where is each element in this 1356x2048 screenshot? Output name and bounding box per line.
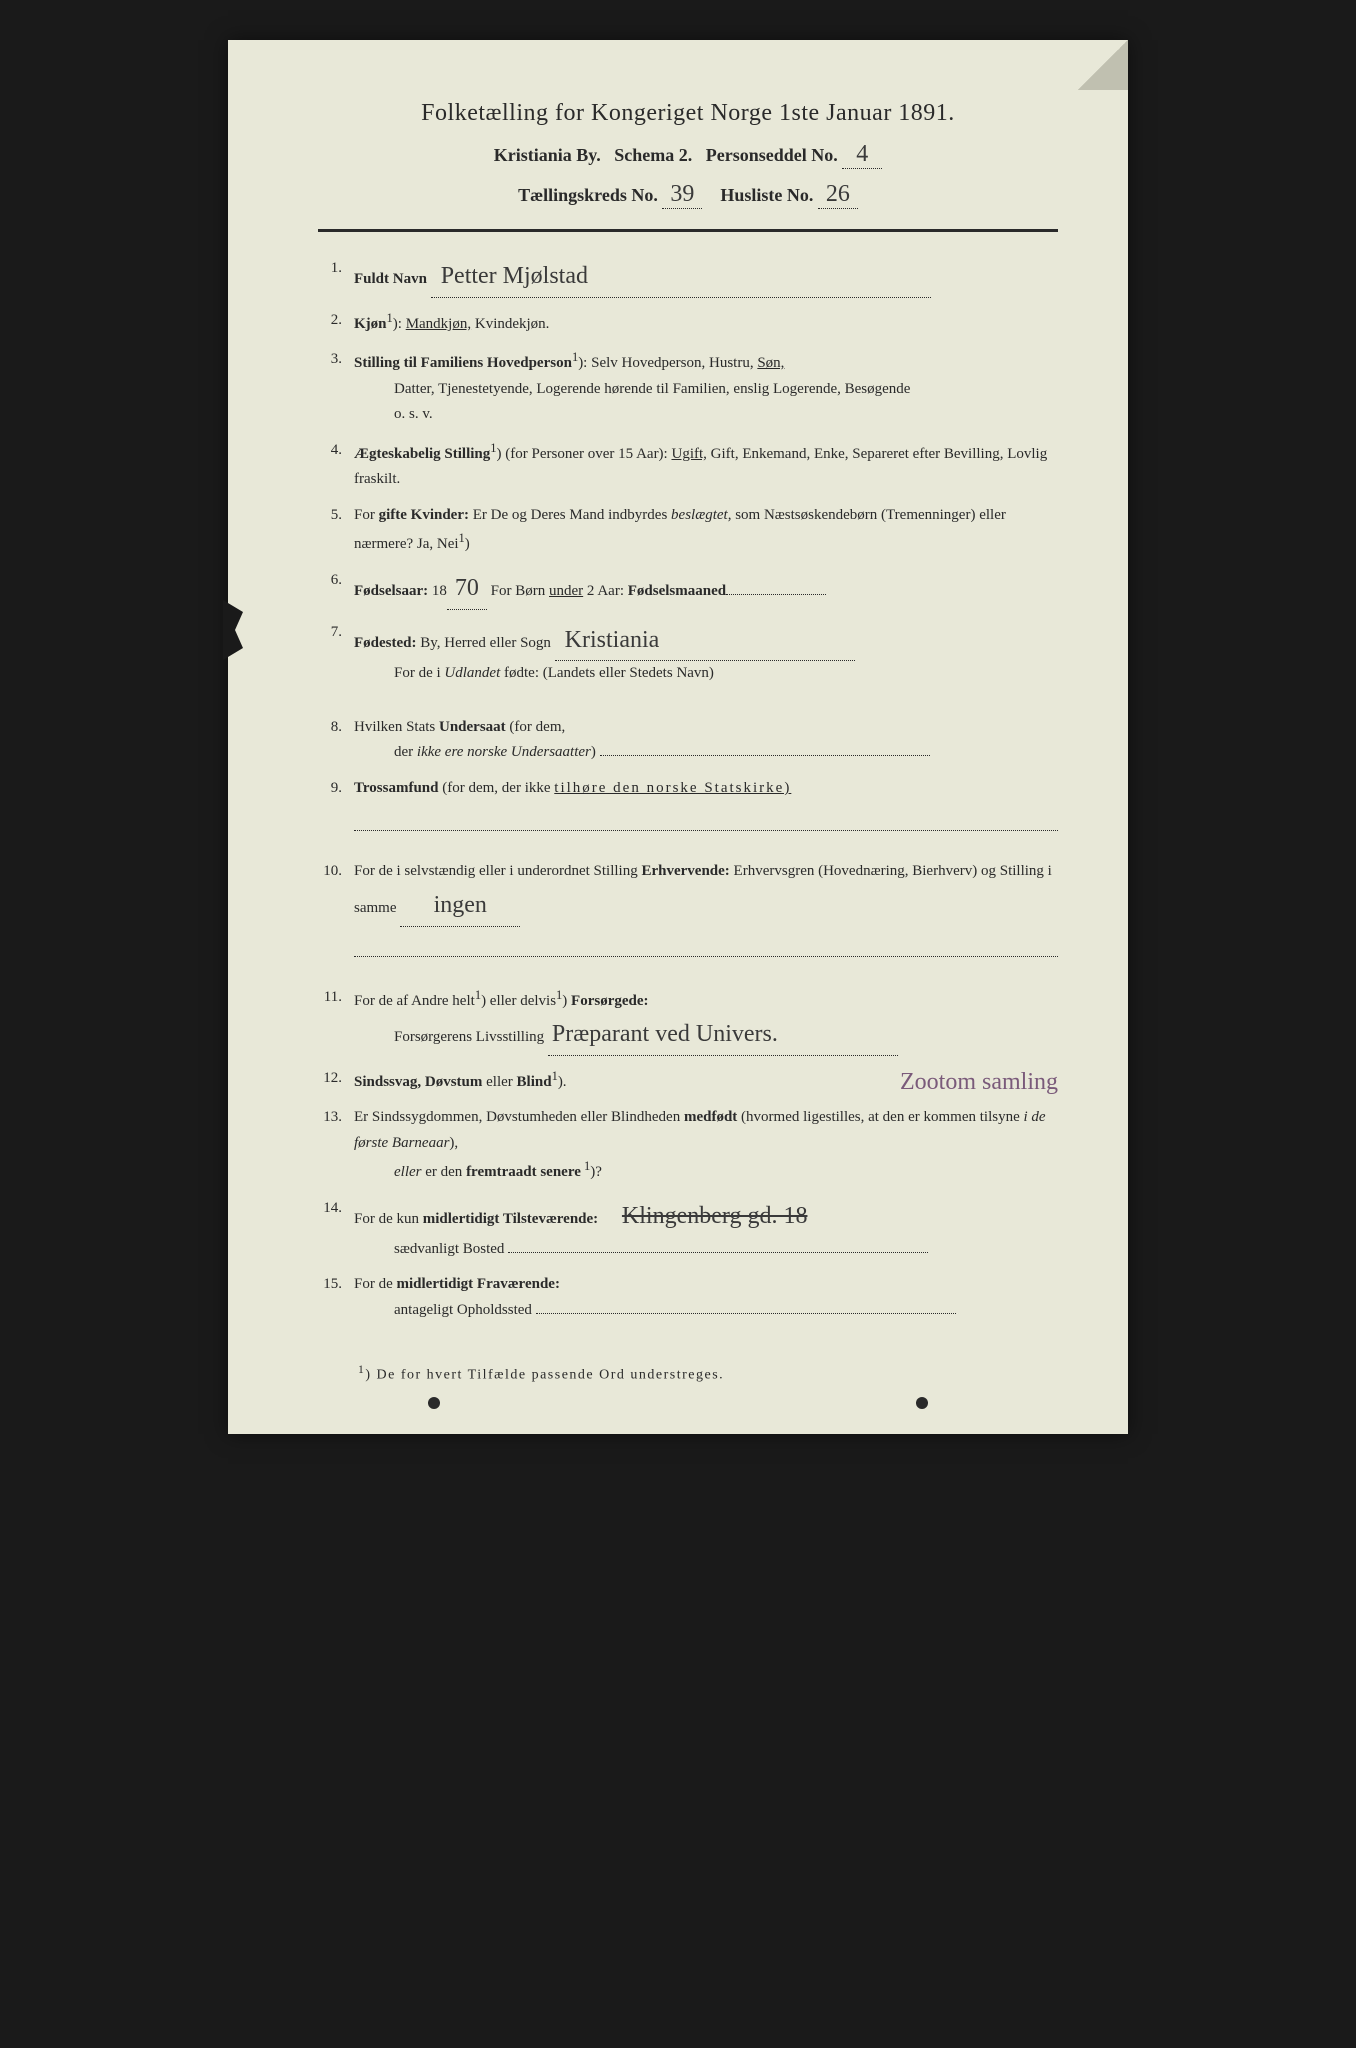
field-4: 4. Ægteskabelig Stilling1) (for Personer… bbox=[318, 438, 1058, 493]
residence-value: Klingenberg gd. 18 bbox=[602, 1203, 808, 1229]
full-name-value: Petter Mjølstad bbox=[431, 256, 931, 298]
field-11: 11. For de af Andre helt1) eller delvis1… bbox=[318, 985, 1058, 1056]
pin-icon bbox=[428, 1397, 440, 1409]
sex-selected: Mandkjøn, bbox=[406, 316, 471, 332]
field-1: 1. Fuldt Navn Petter Mjølstad bbox=[318, 256, 1058, 298]
field-2: 2. Kjøn1): Mandkjøn, Kvindekjøn. bbox=[318, 308, 1058, 338]
main-title: Folketælling for Kongeriget Norge 1ste J… bbox=[318, 100, 1058, 127]
annotation-value: Zootom samling bbox=[900, 1062, 1058, 1103]
birth-year: 70 bbox=[447, 568, 487, 610]
field-10: 10. For de i selvstændig eller i underor… bbox=[318, 859, 1058, 956]
page-tear bbox=[223, 600, 243, 660]
census-form-page: Folketælling for Kongeriget Norge 1ste J… bbox=[228, 40, 1128, 1434]
personseddel-no: 4 bbox=[842, 141, 882, 169]
field-5: 5. For gifte Kvinder: Er De og Deres Man… bbox=[318, 503, 1058, 558]
field-9: 9. Trossamfund (for dem, der ikke tilhør… bbox=[318, 776, 1058, 832]
form-header: Folketælling for Kongeriget Norge 1ste J… bbox=[318, 100, 1058, 209]
kreds-no: 39 bbox=[662, 181, 702, 209]
marital-selected: Ugift, bbox=[671, 446, 706, 462]
occupation-value: ingen bbox=[400, 885, 520, 927]
subtitle-line-1: Kristiania By. Schema 2. Personseddel No… bbox=[318, 141, 1058, 169]
birthplace-value: Kristiania bbox=[555, 620, 855, 662]
footnote: 1) De for hvert Tilfælde passende Ord un… bbox=[318, 1363, 1058, 1384]
field-13: 13. Er Sindssygdommen, Døvstumheden elle… bbox=[318, 1105, 1058, 1186]
relation-selected: Søn, bbox=[757, 355, 784, 371]
field-15: 15. For de midlertidigt Fraværende: anta… bbox=[318, 1272, 1058, 1323]
husliste-no: 26 bbox=[818, 181, 858, 209]
header-rule bbox=[318, 229, 1058, 232]
field-7: 7. Fødested: By, Herred eller Sogn Krist… bbox=[318, 620, 1058, 687]
pin-icon bbox=[916, 1397, 928, 1409]
subtitle-line-2: Tællingskreds No. 39 Husliste No. 26 bbox=[318, 181, 1058, 209]
field-8: 8. Hvilken Stats Undersaat (for dem, der… bbox=[318, 715, 1058, 766]
field-12: 12. Sindssvag, Døvstum eller Blind1). Zo… bbox=[318, 1066, 1058, 1096]
provider-value: Præparant ved Univers. bbox=[548, 1014, 898, 1056]
field-14: 14. For de kun midlertidigt Tilsteværend… bbox=[318, 1196, 1058, 1262]
field-6: 6. Fødselsaar: 1870 For Børn under 2 Aar… bbox=[318, 568, 1058, 610]
field-3: 3. Stilling til Familiens Hovedperson1):… bbox=[318, 347, 1058, 428]
